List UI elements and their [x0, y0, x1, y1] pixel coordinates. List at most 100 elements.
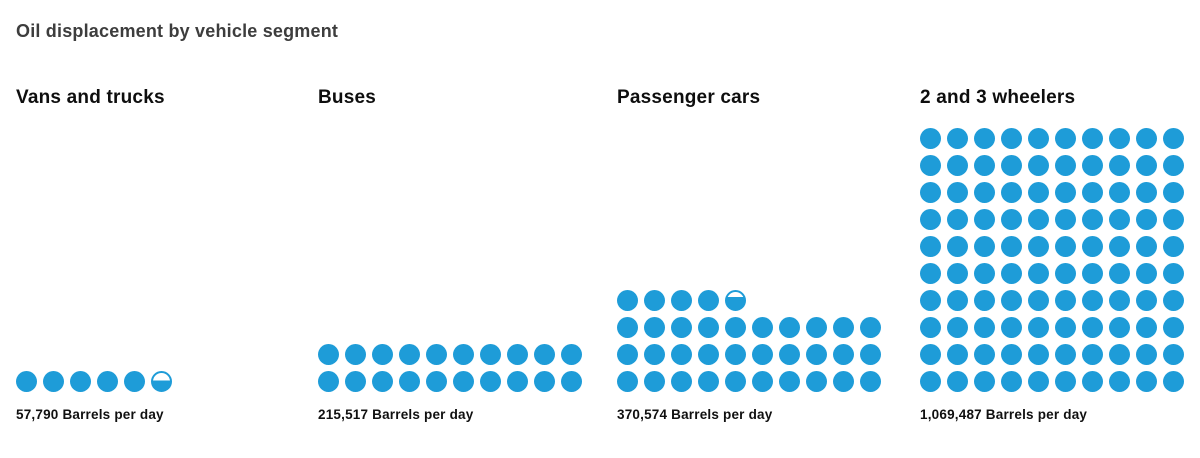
dot-row — [617, 317, 881, 338]
dot — [1082, 317, 1103, 338]
dot — [974, 263, 995, 284]
dot — [671, 371, 692, 392]
dot — [1082, 209, 1103, 230]
dot — [1136, 209, 1157, 230]
dot — [617, 344, 638, 365]
dot — [1163, 263, 1184, 284]
dot — [725, 344, 746, 365]
dot — [947, 236, 968, 257]
dot — [644, 317, 665, 338]
dot — [1136, 290, 1157, 311]
dot — [399, 371, 420, 392]
dot — [1136, 317, 1157, 338]
dot — [561, 344, 582, 365]
dot — [947, 371, 968, 392]
dot — [698, 371, 719, 392]
dot — [725, 317, 746, 338]
dot — [1055, 128, 1076, 149]
dot — [1082, 290, 1103, 311]
dot-grid — [318, 108, 617, 392]
dot-row — [920, 317, 1184, 338]
dot — [920, 371, 941, 392]
dot — [1028, 209, 1049, 230]
dot — [399, 344, 420, 365]
dot-grid — [16, 108, 318, 392]
dot — [1055, 209, 1076, 230]
dot — [698, 290, 719, 311]
dot-row — [920, 182, 1184, 203]
dot — [1028, 344, 1049, 365]
dot — [947, 317, 968, 338]
dot — [1028, 371, 1049, 392]
dot — [1028, 290, 1049, 311]
dot — [779, 344, 800, 365]
segment-column-passenger-cars: Passenger cars 370,574 Barrels per day — [617, 88, 920, 423]
dot — [806, 344, 827, 365]
dot — [1109, 209, 1130, 230]
dot — [947, 128, 968, 149]
dot — [779, 371, 800, 392]
chart-title: Oil displacement by vehicle segment — [16, 21, 339, 41]
dot — [1109, 317, 1130, 338]
dot — [70, 371, 91, 392]
segments-row: Vans and trucks 57,790 Barrels per day B… — [16, 88, 1200, 423]
dot — [671, 344, 692, 365]
dot — [426, 371, 447, 392]
dot — [1001, 371, 1022, 392]
dot-row — [920, 290, 1184, 311]
dot — [947, 182, 968, 203]
dot — [372, 371, 393, 392]
dot — [1082, 344, 1103, 365]
dot — [860, 344, 881, 365]
dot — [1136, 236, 1157, 257]
segment-header: 2 and 3 wheelers — [920, 87, 1076, 108]
dot-row — [617, 290, 746, 311]
dot — [1028, 236, 1049, 257]
dot — [1055, 236, 1076, 257]
dot — [974, 182, 995, 203]
dot — [617, 290, 638, 311]
dot — [1001, 209, 1022, 230]
dot — [480, 344, 501, 365]
dot — [833, 371, 854, 392]
dot — [920, 317, 941, 338]
dot — [453, 371, 474, 392]
dot-row — [920, 209, 1184, 230]
dot — [1136, 182, 1157, 203]
dot — [345, 344, 366, 365]
dot — [1028, 317, 1049, 338]
dot — [860, 371, 881, 392]
dot — [752, 371, 773, 392]
dot — [1001, 155, 1022, 176]
dot — [974, 371, 995, 392]
dot — [1136, 263, 1157, 284]
dot-grid — [617, 108, 920, 392]
dot — [920, 290, 941, 311]
dot — [1163, 344, 1184, 365]
dot — [534, 344, 555, 365]
dot — [617, 317, 638, 338]
dot — [779, 317, 800, 338]
dot — [1109, 290, 1130, 311]
dot — [644, 344, 665, 365]
dot — [1082, 371, 1103, 392]
segment-column-buses: Buses 215,517 Barrels per day — [318, 88, 617, 423]
value-label: 215,517 Barrels per day — [318, 407, 474, 422]
segment-column-2-and-3-wheelers: 2 and 3 wheelers 1,069,487 Barrels per d… — [920, 88, 1200, 423]
dot — [1082, 236, 1103, 257]
dot — [1001, 344, 1022, 365]
dot — [947, 290, 968, 311]
dot — [974, 155, 995, 176]
dot — [1163, 371, 1184, 392]
dot — [1136, 371, 1157, 392]
dot — [920, 344, 941, 365]
segment-header: Buses — [318, 87, 377, 108]
dot — [1082, 182, 1103, 203]
segment-column-vans-and-trucks: Vans and trucks 57,790 Barrels per day — [16, 88, 318, 423]
dot — [644, 371, 665, 392]
dot — [1028, 128, 1049, 149]
dot — [671, 317, 692, 338]
dot — [920, 128, 941, 149]
dot — [920, 236, 941, 257]
dot — [1055, 344, 1076, 365]
